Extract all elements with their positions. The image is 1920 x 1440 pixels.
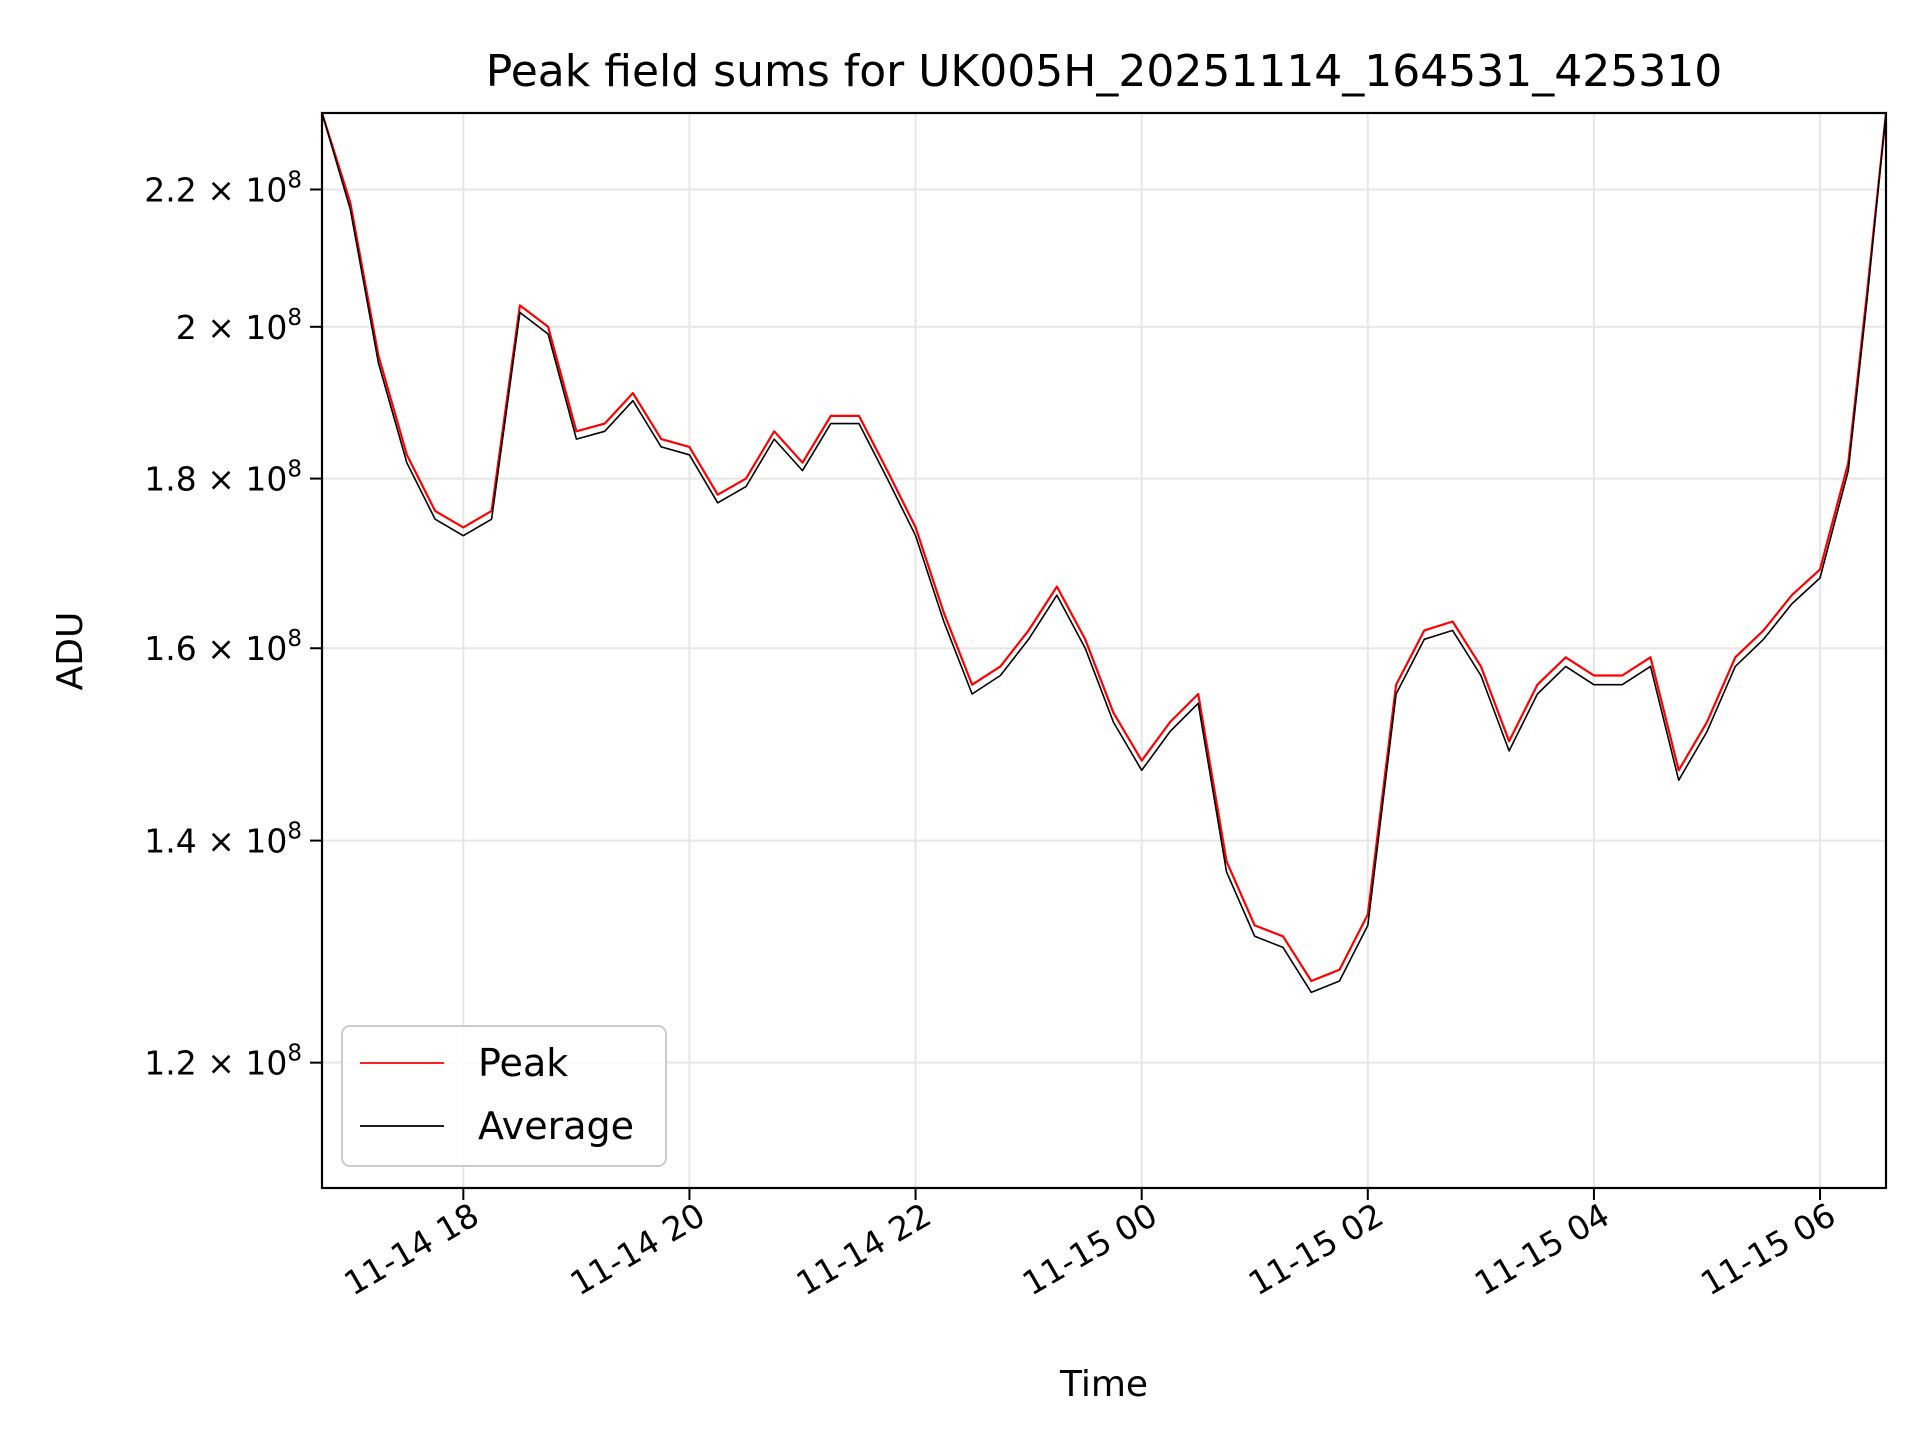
grid-lines <box>322 113 1886 1188</box>
y-tick-label-1: 1.4 × 108 <box>144 819 302 861</box>
legend-box <box>341 1025 667 1167</box>
series-line-average <box>322 113 1886 994</box>
y-tick-label-2: 1.6 × 108 <box>144 626 302 668</box>
x-axis-title: Time <box>1059 1364 1148 1405</box>
series-layer <box>322 113 1886 994</box>
y-axis-title: ADU <box>50 612 91 691</box>
legend-label-average: Average <box>478 1104 634 1148</box>
y-tick-label-5: 2.2 × 108 <box>144 168 302 210</box>
y-tick-label-4: 2 × 108 <box>176 305 302 347</box>
legend-label-peak: Peak <box>478 1041 568 1085</box>
y-tick-label-3: 1.8 × 108 <box>144 457 302 499</box>
legend: Peak Average <box>341 1025 667 1167</box>
chart-title: Peak field sums for UK005H_20251114_1645… <box>486 46 1722 97</box>
plot-frame <box>320 111 1888 1190</box>
y-tick-label-0: 1.2 × 108 <box>144 1041 302 1083</box>
series-line-peak <box>322 113 1886 983</box>
y-axis-ticks: 1.2 × 108 1.4 × 108 1.6 × 108 1.8 × 108 2 × … <box>144 168 322 1083</box>
